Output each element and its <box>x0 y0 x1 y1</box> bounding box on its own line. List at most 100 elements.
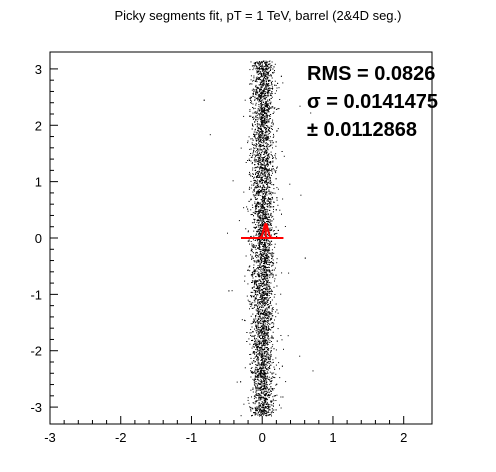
scatter-point <box>265 119 266 120</box>
scatter-point <box>265 105 266 106</box>
scatter-point <box>268 187 269 188</box>
scatter-point <box>260 360 261 361</box>
scatter-point <box>275 400 276 401</box>
scatter-point <box>259 266 260 267</box>
scatter-point <box>264 109 265 110</box>
scatter-point <box>260 64 261 65</box>
scatter-point <box>264 360 265 361</box>
scatter-point <box>267 219 268 220</box>
scatter-point <box>257 386 258 387</box>
scatter-point <box>270 192 271 193</box>
scatter-point <box>261 95 262 96</box>
scatter-point <box>250 364 251 365</box>
scatter-point <box>272 411 273 412</box>
scatter-point <box>261 373 262 374</box>
scatter-point <box>257 177 258 178</box>
scatter-point <box>255 269 256 270</box>
scatter-point <box>274 170 275 171</box>
scatter-point <box>267 121 268 122</box>
scatter-point <box>268 134 269 135</box>
scatter-point <box>262 336 263 337</box>
scatter-point <box>266 121 267 122</box>
scatter-point <box>268 318 269 319</box>
scatter-point <box>263 110 264 111</box>
scatter-point <box>262 283 263 284</box>
scatter-point <box>255 345 256 346</box>
scatter-point <box>250 407 251 408</box>
scatter-point <box>251 372 252 373</box>
scatter-point <box>274 108 275 109</box>
scatter-point <box>245 228 246 229</box>
scatter-point <box>264 239 265 240</box>
scatter-point <box>258 275 259 276</box>
scatter-point <box>259 118 260 119</box>
scatter-point <box>271 194 272 195</box>
scatter-point <box>256 139 257 140</box>
scatter-point <box>268 144 269 145</box>
scatter-point <box>255 197 256 198</box>
scatter-point <box>255 412 256 413</box>
scatter-point <box>258 331 259 332</box>
scatter-point <box>256 310 257 311</box>
scatter-point <box>263 336 264 337</box>
scatter-point <box>266 364 267 365</box>
scatter-point <box>271 293 272 294</box>
scatter-point <box>267 69 268 70</box>
scatter-point <box>261 318 262 319</box>
scatter-point <box>269 90 270 91</box>
scatter-point <box>260 243 261 244</box>
scatter-point <box>258 318 259 319</box>
scatter-point <box>254 154 255 155</box>
scatter-point <box>264 75 265 76</box>
scatter-point <box>256 193 257 194</box>
scatter-point <box>260 131 261 132</box>
scatter-point <box>264 348 265 349</box>
scatter-point <box>253 319 254 320</box>
scatter-point <box>249 172 250 173</box>
scatter-point <box>246 332 247 333</box>
scatter-point <box>269 146 270 147</box>
scatter-point <box>253 231 254 232</box>
scatter-point <box>258 223 259 224</box>
scatter-point <box>250 102 251 103</box>
scatter-point <box>257 300 258 301</box>
scatter-point <box>250 295 251 296</box>
scatter-point <box>260 65 261 66</box>
scatter-point <box>254 148 255 149</box>
scatter-point <box>276 109 277 110</box>
scatter-point <box>243 192 244 193</box>
scatter-point <box>269 75 270 76</box>
scatter-point <box>255 343 256 344</box>
scatter-point <box>258 360 259 361</box>
scatter-point <box>264 169 265 170</box>
scatter-point <box>246 256 247 257</box>
scatter-point <box>260 217 261 218</box>
scatter-point <box>260 117 261 118</box>
scatter-point <box>279 87 280 88</box>
scatter-point <box>263 409 264 410</box>
scatter-point <box>266 254 267 255</box>
scatter-point <box>260 132 261 133</box>
scatter-point <box>271 98 272 99</box>
scatter-point <box>256 71 257 72</box>
scatter-point <box>260 89 261 90</box>
scatter-point <box>259 416 260 417</box>
scatter-point <box>260 219 261 220</box>
scatter-point <box>253 113 254 114</box>
scatter-point <box>270 401 271 402</box>
scatter-point <box>267 84 268 85</box>
scatter-point <box>259 311 260 312</box>
scatter-point <box>257 202 258 203</box>
scatter-point <box>263 407 264 408</box>
scatter-point <box>259 405 260 406</box>
scatter-point <box>264 377 265 378</box>
scatter-point <box>261 410 262 411</box>
scatter-point <box>264 253 265 254</box>
scatter-point <box>256 117 257 118</box>
scatter-point <box>260 186 261 187</box>
scatter-point <box>255 207 256 208</box>
scatter-point <box>285 381 286 382</box>
scatter-point <box>276 395 277 396</box>
scatter-point <box>269 377 270 378</box>
scatter-point <box>257 255 258 256</box>
